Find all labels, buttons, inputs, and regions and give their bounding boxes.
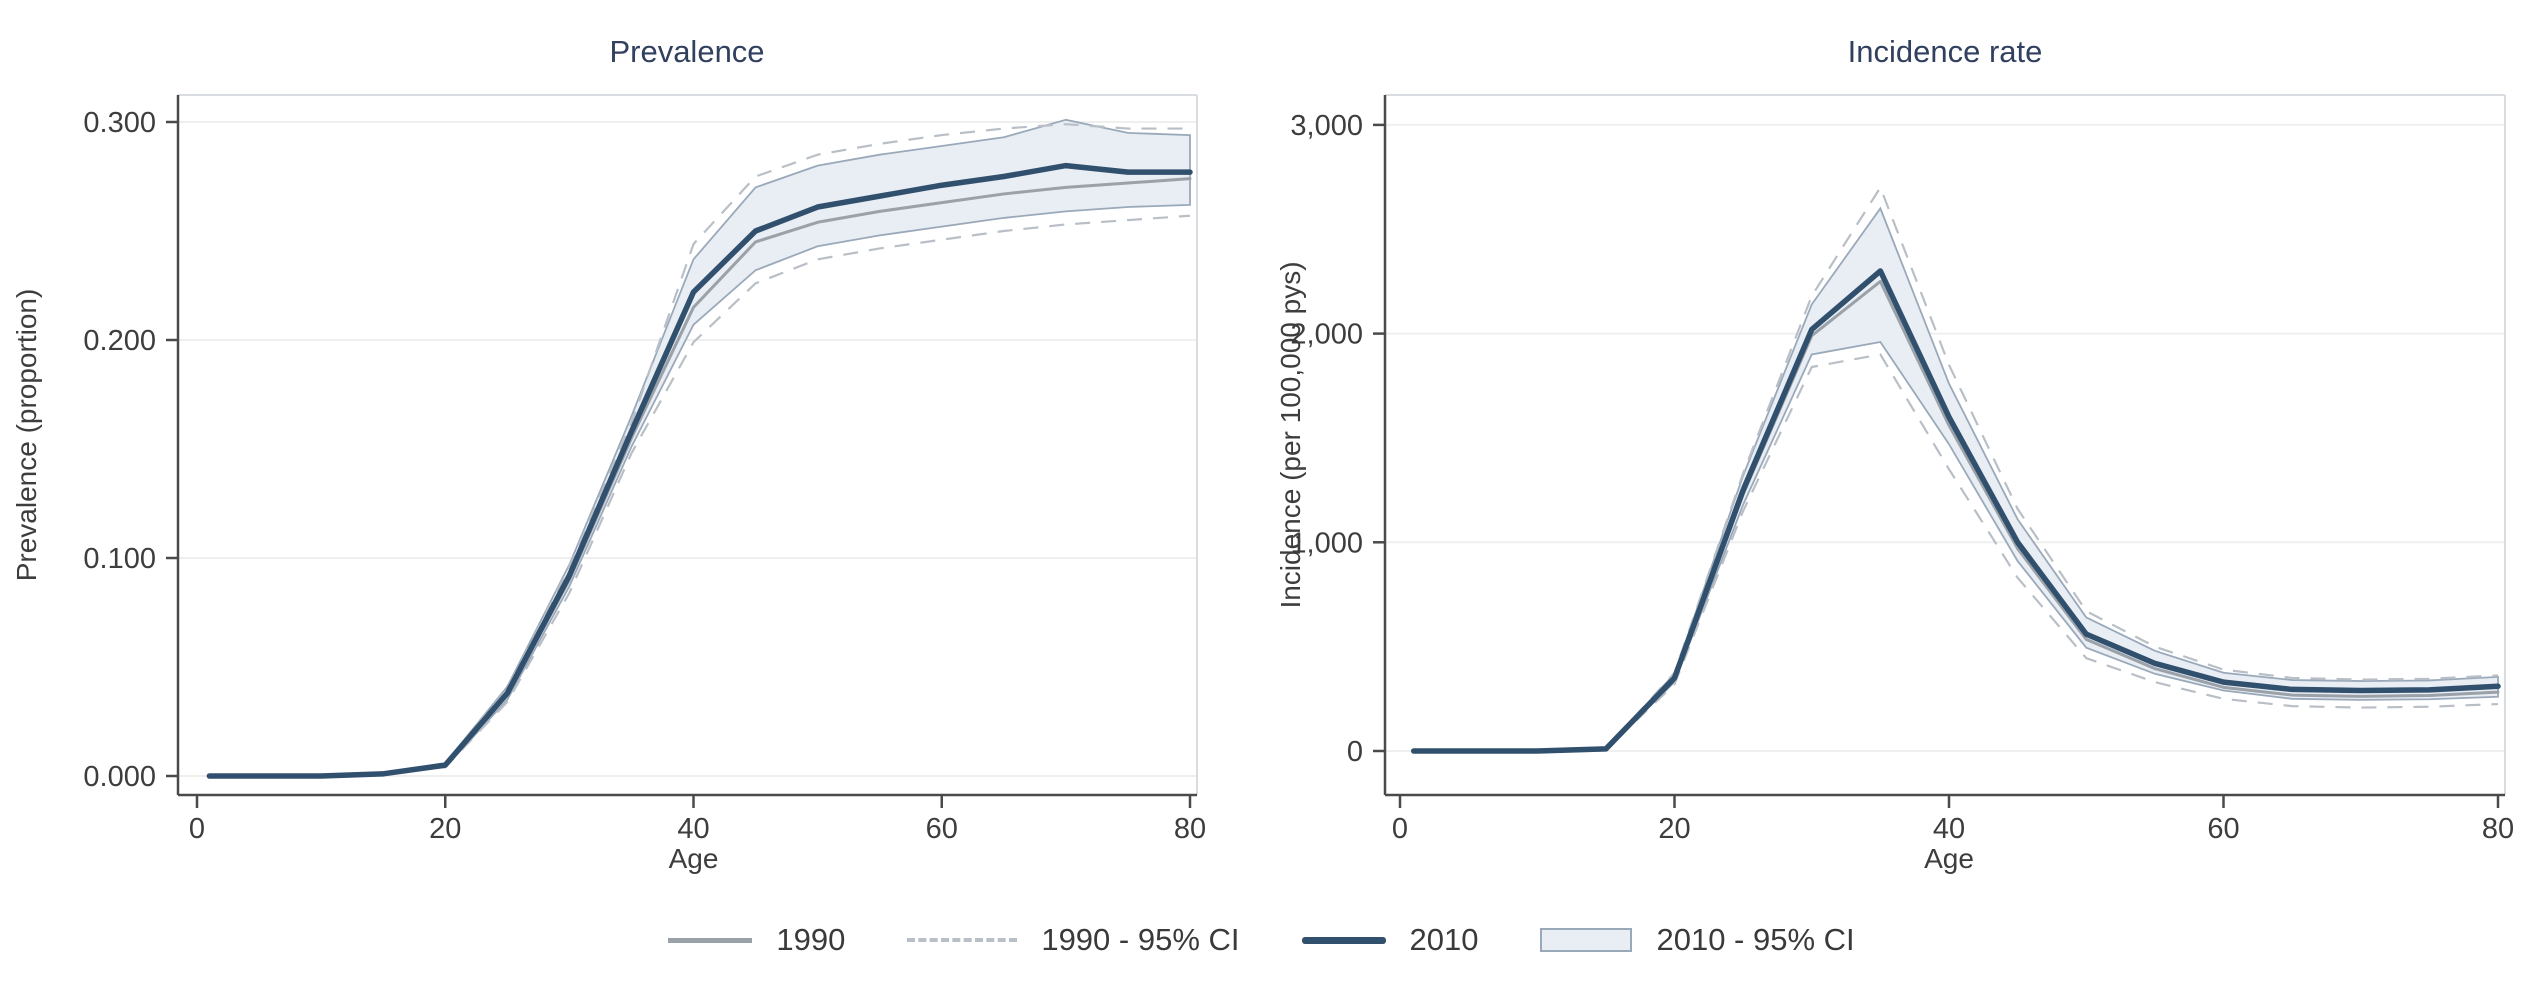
ci-dashed-upper-1990 [1413,185,2499,753]
x-tick-label: 80 [1174,813,1206,845]
x-tick-label: 20 [429,813,461,845]
legend-label: 2010 - 95% CI [1656,922,1855,957]
y-tick-label: 2,000 [1290,319,1363,351]
series-line-2010 [206,162,1193,779]
y-tick-label: 0.100 [83,543,156,575]
x-tick-label: 40 [1933,813,1965,845]
legend-item-1990-ci: 1990 - 95% CI [907,922,1240,958]
y-tick-label: 0.300 [83,107,156,139]
x-tick-label: 20 [1658,813,1690,845]
prevalence-chart: 0.000 0.100 0.200 0.300 0 20 40 60 80 Prevalence A… [0,0,1262,895]
chart-title: Incidence rate [1848,34,2043,69]
x-tick-label: 40 [677,813,709,845]
axes [1373,95,2505,808]
x-tick-label: 0 [1392,813,1408,845]
y-tick-label: 1,000 [1290,527,1363,559]
ci-band-2010 [1413,206,2499,752]
thick-line-swatch-2010 [1301,936,1386,944]
ci-band-2010 [209,118,1191,777]
x-tick-label: 60 [2207,813,2239,845]
solid-line-swatch-1990 [668,937,753,943]
legend-label: 1990 - 95% CI [1041,922,1240,957]
legend-item-2010: 2010 [1301,922,1479,958]
x-axis-title: Age [669,843,719,874]
incidence-chart-svg: 0 1,000 2,000 3,000 0 20 40 60 80 Incidence rate A… [1275,34,2514,874]
gridlines [178,121,1197,777]
ci-dashed-lower-1990 [209,214,1191,778]
y-tick-label: 3,000 [1290,110,1363,142]
ci-dashed-upper-1990 [209,123,1190,778]
y-tick-label: 0.200 [83,325,156,357]
legend: 1990 1990 - 95% CI 2010 2010 - 95% CI [0,905,2523,975]
legend-label: 1990 [776,922,846,957]
y-axis-title: Incidence (per 100,000 pys) [1275,261,1306,608]
axes [166,95,1197,808]
incidence-chart: 0 1,000 2,000 3,000 0 20 40 60 80 Incidence rate A… [1260,0,2523,895]
y-tick-label: 0.000 [83,761,156,793]
legend-label: 2010 [1409,922,1479,957]
gridlines [1385,123,2505,752]
chart-title: Prevalence [609,34,764,69]
y-tick-label: 0 [1347,736,1363,768]
x-axis-title: Age [1924,843,1974,874]
legend-item-1990: 1990 [668,922,845,958]
series-line-2010 [1410,268,2501,754]
x-tick-label: 0 [189,813,205,845]
band-box-swatch-2010-ci [1540,928,1633,952]
legend-item-2010-ci: 2010 - 95% CI [1540,922,1855,958]
x-tick-label: 80 [2482,813,2514,845]
x-tick-label: 60 [926,813,958,845]
dashed-line-swatch-1990-ci [907,938,1018,942]
y-axis-title: Prevalence (proportion) [11,289,42,582]
prevalence-chart-svg: 0.000 0.100 0.200 0.300 0 20 40 60 80 Prevalence A… [11,34,1206,874]
